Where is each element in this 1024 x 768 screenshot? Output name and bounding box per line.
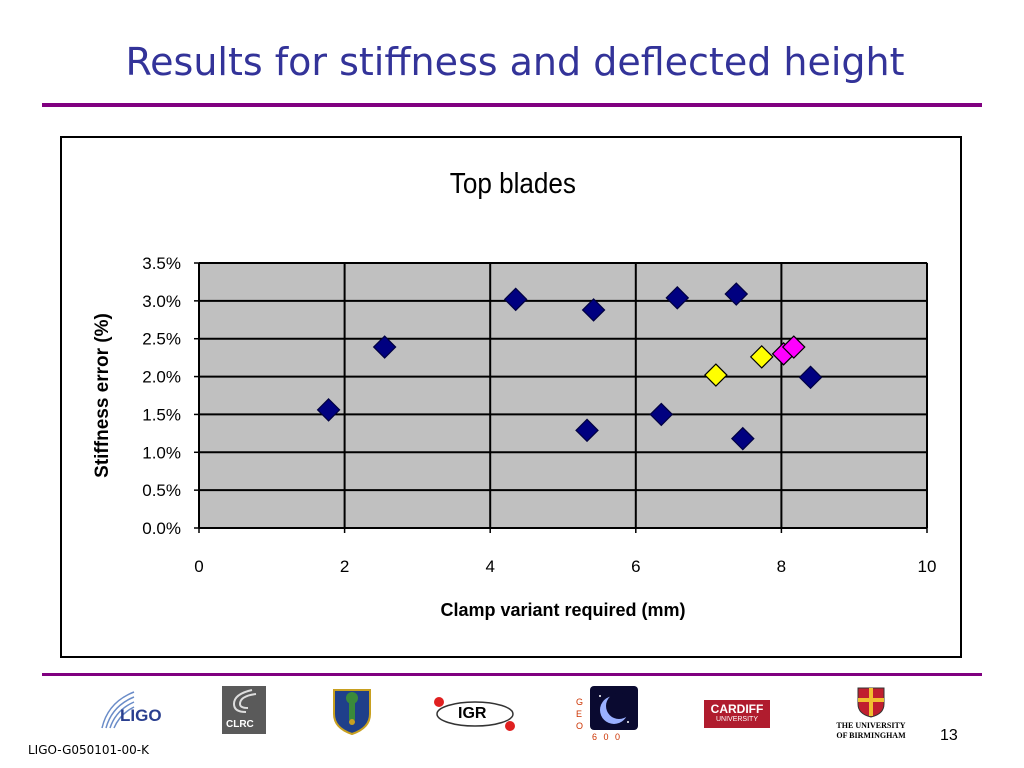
geo600-logo: G E O 6 0 0 (576, 686, 640, 744)
birmingham-line-2: OF BIRMINGHAM (836, 731, 906, 740)
y-tick-label: 3.5% (142, 254, 181, 273)
y-tick-label: 1.0% (142, 443, 181, 462)
title-divider (42, 103, 982, 107)
x-tick-label: 10 (918, 557, 937, 576)
clrc-logo: CLRC (222, 686, 266, 734)
axes (198, 263, 927, 529)
data-markers (316, 282, 823, 451)
geo600-space-image (590, 686, 638, 730)
geo600-number: 6 0 0 (592, 732, 623, 742)
data-point (730, 426, 755, 451)
igr-wordmark: IGR (458, 705, 487, 722)
data-point (749, 345, 774, 369)
data-point (575, 418, 599, 443)
gridlines (198, 262, 928, 529)
cardiff-wordmark: CARDIFF (710, 702, 764, 716)
document-id: LIGO-G050101-00-K (28, 743, 149, 757)
cardiff-logo: CARDIFF UNIVERSITY (704, 700, 770, 728)
birmingham-crest-icon (857, 687, 885, 718)
data-point (372, 335, 397, 359)
ligo-logo: LIGO (98, 688, 168, 732)
y-tick-label: 3.0% (142, 292, 181, 311)
footer-divider (42, 673, 982, 676)
cardiff-university: UNIVERSITY (715, 716, 758, 723)
plot-area (198, 262, 928, 529)
igr-orbit-icon (434, 697, 515, 731)
data-point (798, 365, 823, 390)
data-point (503, 287, 528, 312)
scatter-chart: Top blades 0.0% 0.5% 1.0% 1.5% 2.0% 2.5% 3.0% 3… (92, 167, 936, 620)
ligo-wordmark: LIGO (120, 706, 162, 725)
data-point (649, 402, 674, 427)
glasgow-crest (330, 688, 374, 736)
igr-logo: IGR (430, 694, 520, 734)
birmingham-logo: THE UNIVERSITY OF BIRMINGHAM (826, 686, 916, 742)
birmingham-line-1: THE UNIVERSITY (836, 721, 906, 730)
moon-icon (599, 693, 632, 724)
chart-title: Top blades (450, 167, 576, 200)
y-axis-label: Stiffness error (%) (92, 313, 113, 478)
data-point (724, 282, 749, 306)
x-tick-label: 4 (485, 557, 494, 576)
data-point (704, 363, 728, 387)
clrc-wordmark: CLRC (226, 719, 254, 730)
x-tick-label: 8 (777, 557, 786, 576)
data-point (781, 335, 806, 359)
data-point (581, 298, 606, 322)
x-tick-label: 6 (631, 557, 640, 576)
crest-shield-icon (333, 689, 371, 736)
page-number: 13 (940, 727, 958, 744)
y-tick-label: 1.5% (142, 405, 181, 424)
chart-frame: Top blades 0.0% 0.5% 1.0% 1.5% 2.0% 2.5% 3.0% 3… (60, 136, 962, 658)
slide-title: Results for stiffness and deflected heig… (125, 40, 905, 84)
x-axis-label: Clamp variant required (mm) (440, 600, 685, 620)
clrc-swirl-icon (232, 689, 257, 713)
y-tick-label: 0.5% (142, 481, 181, 500)
y-tick-label: 2.5% (142, 330, 181, 349)
data-point (316, 398, 341, 422)
tick-labels: 0.0% 0.5% 1.0% 1.5% 2.0% 2.5% 3.0% 3.5% 0 2 4 6 8 10 (142, 254, 936, 576)
y-tick-label: 2.0% (142, 368, 181, 387)
ligo-arcs-icon (101, 691, 135, 729)
y-tick-label: 0.0% (142, 519, 181, 538)
geo600-letters: G E O (576, 697, 584, 731)
data-point (665, 285, 690, 310)
x-tick-label: 2 (340, 557, 349, 576)
x-tick-label: 0 (194, 557, 203, 576)
